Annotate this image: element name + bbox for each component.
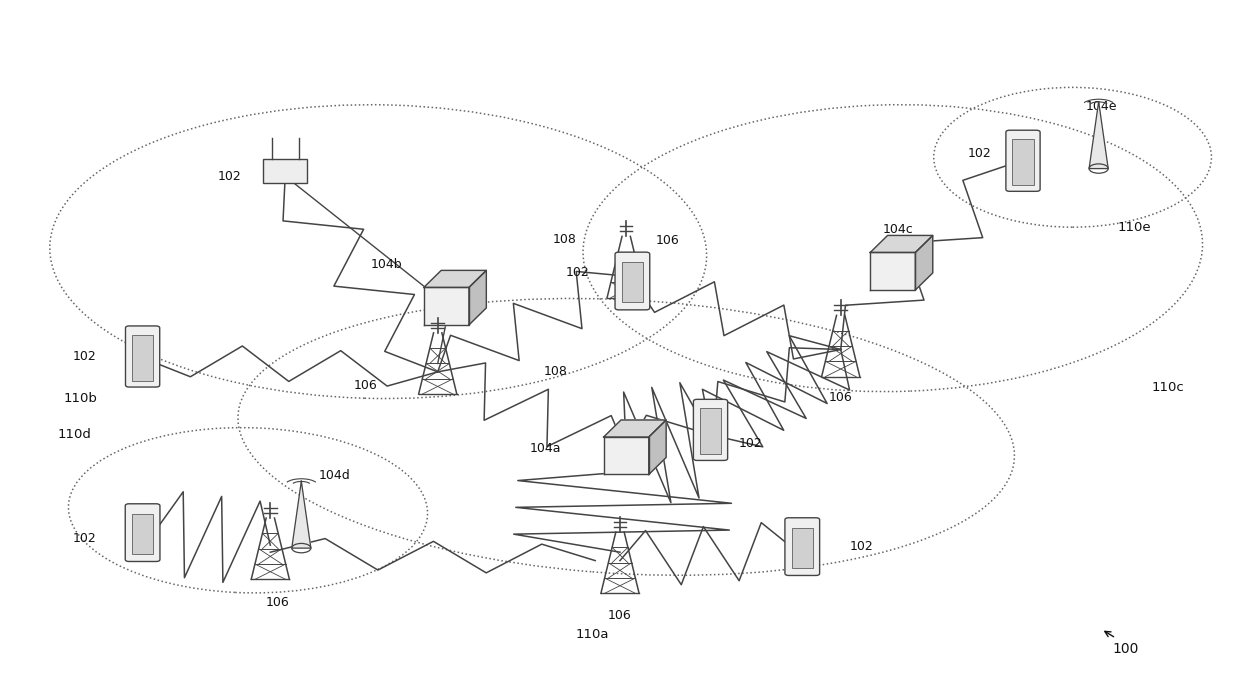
Bar — [621, 262, 644, 303]
Polygon shape — [1089, 101, 1109, 168]
Text: 102: 102 — [967, 147, 992, 160]
Text: 110b: 110b — [63, 392, 98, 405]
Polygon shape — [604, 420, 666, 437]
Bar — [131, 335, 154, 380]
Text: 102: 102 — [849, 540, 874, 553]
Text: 106: 106 — [265, 596, 290, 609]
FancyBboxPatch shape — [125, 504, 160, 561]
Text: 106: 106 — [353, 380, 378, 392]
Text: 104d: 104d — [319, 469, 351, 482]
Text: 102: 102 — [72, 350, 97, 363]
Polygon shape — [870, 236, 932, 252]
Text: 100: 100 — [1112, 642, 1140, 656]
Text: 108: 108 — [543, 366, 568, 378]
Bar — [263, 159, 308, 183]
FancyBboxPatch shape — [615, 252, 650, 310]
FancyBboxPatch shape — [1006, 130, 1040, 192]
Text: 108: 108 — [552, 233, 577, 245]
Polygon shape — [469, 271, 486, 325]
Polygon shape — [424, 287, 469, 325]
Text: 104b: 104b — [371, 258, 403, 271]
Text: 102: 102 — [217, 170, 242, 182]
Text: 104e: 104e — [1085, 100, 1117, 113]
Text: 104c: 104c — [883, 223, 913, 236]
Text: 106: 106 — [828, 391, 853, 403]
Text: 110e: 110e — [1117, 221, 1152, 233]
Bar — [791, 528, 813, 568]
Polygon shape — [291, 481, 311, 548]
Polygon shape — [649, 420, 666, 475]
Polygon shape — [424, 271, 486, 287]
Text: 106: 106 — [655, 234, 680, 247]
Bar — [131, 514, 154, 554]
Polygon shape — [604, 437, 649, 475]
Text: 102: 102 — [738, 438, 763, 450]
Text: 110d: 110d — [57, 428, 92, 441]
Bar — [1012, 139, 1034, 185]
Bar — [699, 408, 722, 454]
FancyBboxPatch shape — [785, 518, 820, 575]
FancyBboxPatch shape — [693, 399, 728, 461]
Polygon shape — [870, 252, 915, 290]
FancyBboxPatch shape — [125, 326, 160, 387]
Text: 110c: 110c — [1152, 382, 1184, 394]
Text: 102: 102 — [565, 266, 590, 279]
Text: 102: 102 — [72, 532, 97, 545]
Text: 110a: 110a — [575, 628, 610, 641]
Text: 106: 106 — [608, 609, 632, 621]
Text: 104a: 104a — [529, 442, 562, 455]
Polygon shape — [915, 236, 932, 290]
